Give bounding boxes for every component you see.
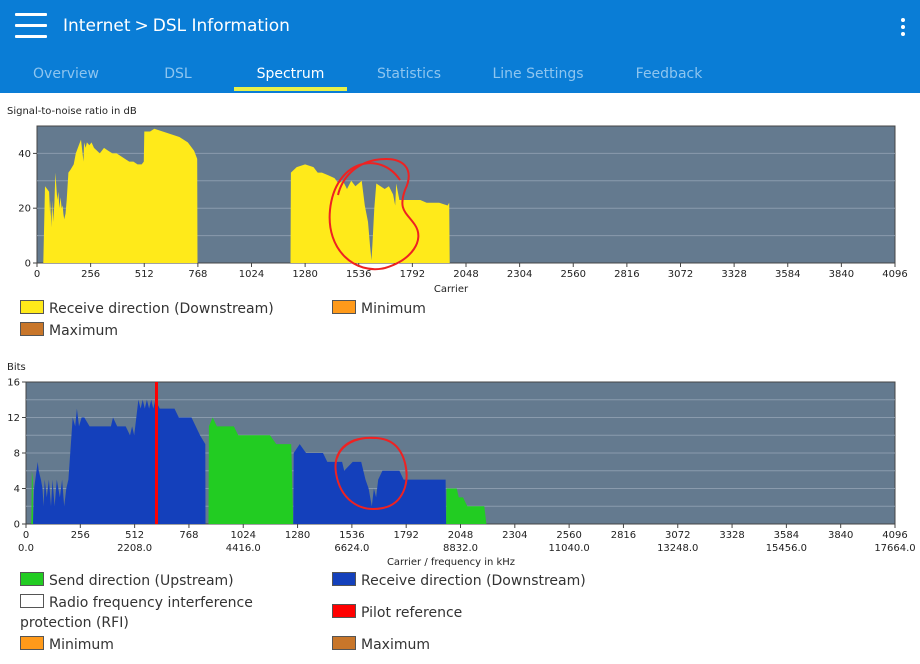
y-tick-label: 0	[14, 520, 20, 531]
x-axis-label: Carrier / frequency in kHz	[387, 557, 515, 568]
x-tick-label: 3072	[668, 269, 693, 280]
legend-maximum-bits: Maximum	[332, 635, 430, 655]
tab-dsl[interactable]: DSL	[164, 66, 192, 82]
legend-swatch	[332, 636, 356, 650]
hamburger-menu-icon[interactable]	[15, 13, 47, 39]
series-area	[31, 417, 487, 524]
breadcrumb: Internet > DSL Information	[63, 14, 290, 38]
x-tick-label: 3840	[829, 269, 854, 280]
x-tick-label: 1536	[346, 269, 371, 280]
y-tick-label: 20	[18, 204, 31, 215]
legend-minimum-bits: Minimum	[20, 635, 114, 655]
annotation-circle	[328, 158, 420, 271]
x-tick-label: 2304	[507, 269, 532, 280]
legend-swatch	[20, 572, 44, 586]
legend-swatch	[332, 572, 356, 586]
page-title: DSL Information	[152, 16, 290, 36]
x-tick-freq-label: 17664.0	[874, 543, 915, 554]
legend-swatch	[332, 300, 356, 314]
x-tick-label: 2048	[448, 530, 473, 541]
legend-rfi: Radio frequency interference protection …	[20, 594, 253, 631]
x-tick-label: 1536	[339, 530, 364, 541]
legend-maximum: Maximum	[20, 321, 118, 341]
app-header: Internet > DSL Information Overview DSL Sp…	[0, 0, 920, 93]
legend-minimum: Minimum	[332, 299, 426, 319]
legend-swatch	[20, 300, 44, 314]
x-tick-label: 2560	[556, 530, 581, 541]
x-tick-freq-label: 11040.0	[548, 543, 589, 554]
x-tick-label: 4096	[882, 530, 907, 541]
x-axis-label: Carrier	[434, 284, 469, 295]
y-tick-label: 8	[14, 449, 20, 460]
x-tick-label: 2560	[561, 269, 586, 280]
legend-receive-downstream: Receive direction (Downstream)	[20, 299, 274, 319]
bits-chart: 0 4 8 12 16 0 256 512 768 1024 1280 1536 1792 2048 230…	[7, 362, 916, 568]
x-tick-label: 256	[81, 269, 100, 280]
tab-spectrum[interactable]: Spectrum	[256, 66, 325, 82]
y-axis-label: Bits	[7, 362, 26, 373]
snr-chart: 0 20 40 0 256 512 768 1024 1280 1536 1792 2048 2304 2…	[7, 106, 908, 295]
x-tick-freq-label: 15456.0	[766, 543, 807, 554]
x-tick-label: 256	[71, 530, 90, 541]
y-axis-label: Signal-to-noise ratio in dB	[7, 106, 137, 117]
tab-feedback[interactable]: Feedback	[635, 66, 703, 82]
x-tick-label: 3840	[828, 530, 853, 541]
x-tick-freq-label: 13248.0	[657, 543, 698, 554]
x-tick-label: 0	[23, 530, 29, 541]
active-tab-indicator	[234, 87, 347, 91]
x-tick-label: 3584	[775, 269, 800, 280]
x-tick-freq-label: 6624.0	[334, 543, 369, 554]
x-tick-label: 3584	[774, 530, 799, 541]
x-tick-freq-label: 2208.0	[117, 543, 152, 554]
chevron-right-icon: >	[134, 16, 149, 36]
y-tick-label: 4	[14, 484, 20, 495]
x-tick-label: 1280	[292, 269, 317, 280]
y-tick-label: 16	[7, 378, 20, 389]
breadcrumb-internet[interactable]: Internet	[63, 16, 131, 36]
x-tick-label: 512	[135, 269, 154, 280]
legend-pilot-reference: Pilot reference	[332, 603, 462, 623]
tab-line-settings[interactable]: Line Settings	[492, 66, 584, 82]
x-tick-label: 2816	[611, 530, 636, 541]
x-tick-label: 3328	[721, 269, 746, 280]
x-tick-label: 1792	[393, 530, 418, 541]
x-tick-label: 768	[179, 530, 198, 541]
x-tick-freq-label: 4416.0	[226, 543, 261, 554]
x-tick-freq-label: 0.0	[18, 543, 34, 554]
x-tick-label: 4096	[882, 269, 907, 280]
x-tick-label: 2048	[453, 269, 478, 280]
x-tick-label: 512	[125, 530, 144, 541]
tab-overview[interactable]: Overview	[33, 66, 99, 82]
legend-swatch	[332, 604, 356, 618]
x-tick-label: 2304	[502, 530, 527, 541]
legend-swatch	[20, 636, 44, 650]
x-tick-freq-label: 8832.0	[443, 543, 478, 554]
y-tick-label: 12	[7, 413, 20, 424]
x-tick-label: 2816	[614, 269, 639, 280]
legend-swatch	[20, 322, 44, 336]
x-tick-label: 3328	[719, 530, 744, 541]
tab-statistics[interactable]: Statistics	[377, 66, 441, 82]
annotation-circle	[334, 436, 408, 510]
x-tick-label: 1792	[400, 269, 425, 280]
legend-receive-downstream-bits: Receive direction (Downstream)	[332, 571, 586, 591]
y-tick-label: 40	[18, 149, 31, 160]
y-tick-label: 0	[25, 259, 31, 270]
x-tick-label: 768	[188, 269, 207, 280]
series-area	[43, 128, 450, 263]
legend-swatch	[20, 594, 44, 608]
x-tick-label: 3072	[665, 530, 690, 541]
legend-send-upstream: Send direction (Upstream)	[20, 571, 234, 591]
x-tick-label: 0	[34, 269, 40, 280]
more-options-icon[interactable]	[896, 16, 910, 38]
x-tick-label: 1024	[231, 530, 256, 541]
x-tick-label: 1280	[285, 530, 310, 541]
x-tick-label: 1024	[239, 269, 264, 280]
